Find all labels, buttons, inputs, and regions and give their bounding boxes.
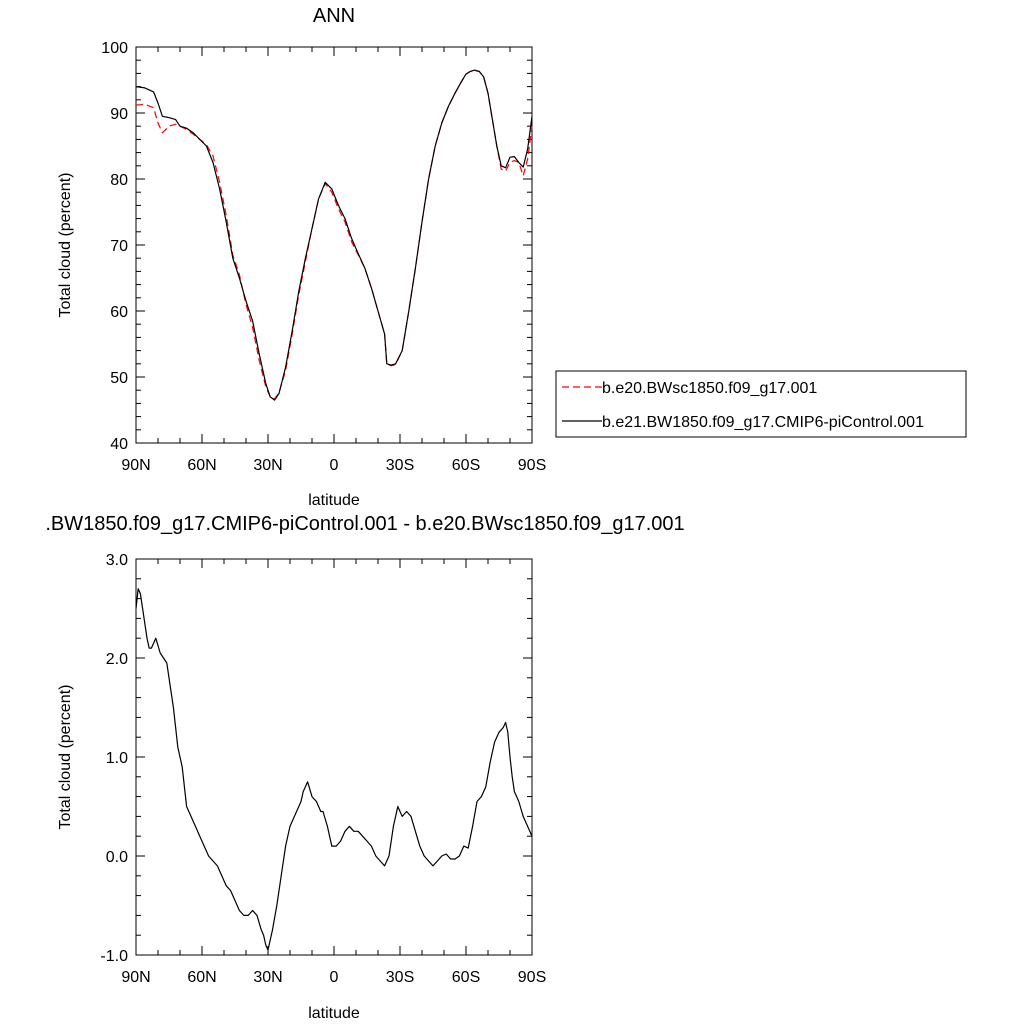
series-line-2: [135, 69, 533, 401]
x-tick-label: 30N: [253, 457, 282, 474]
y-tick-label: 90: [110, 106, 128, 123]
legend-label-1: b.e20.BWsc1850.f09_g17.001: [602, 380, 817, 397]
top-chart-title: ANN: [313, 5, 355, 27]
y-tick-label: 100: [101, 40, 128, 57]
y-tick-label: 40: [110, 436, 128, 453]
top-chart: ANN 90N 60N 30N 0 30S 60S 90S 40 50 60 70 80 90 100 l…: [57, 5, 967, 509]
x-tick-label: 30S: [386, 457, 414, 474]
y-tick-label: 50: [110, 370, 128, 387]
x-tick-label: 30N: [253, 969, 282, 986]
bottom-chart-title: .BW1850.f09_g17.CMIP6-piControl.001 - b.…: [45, 513, 684, 535]
top-chart-ticks: 90N 60N 30N 0 30S 60S 90S 40 50 60 70 80 90 100: [101, 40, 546, 474]
top-chart-ylabel: Total cloud (percent): [57, 173, 74, 318]
legend-label-2: b.e21.BW1850.f09_g17.CMIP6-piControl.001: [602, 414, 924, 431]
x-tick-label: 60S: [452, 969, 480, 986]
y-tick-label: 3.0: [106, 552, 128, 569]
x-tick-label: 60S: [452, 457, 480, 474]
y-tick-label: 0.0: [106, 849, 128, 866]
bottom-chart: .BW1850.f09_g17.CMIP6-piControl.001 - b.…: [45, 513, 684, 1022]
x-tick-label: 90S: [518, 457, 546, 474]
x-tick-label: 90N: [121, 457, 150, 474]
x-tick-label: 30S: [386, 969, 414, 986]
y-tick-label: -1.0: [100, 948, 128, 965]
legend-box: [555, 370, 967, 438]
bottom-chart-xlabel: latitude: [308, 1005, 360, 1022]
x-tick-label: 90N: [121, 969, 150, 986]
top-chart-series: [135, 69, 533, 401]
series-line-1: [135, 70, 533, 400]
x-tick-label: 0: [330, 969, 339, 986]
y-tick-label: 60: [110, 304, 128, 321]
x-tick-label: 0: [330, 457, 339, 474]
y-tick-label: 1.0: [106, 750, 128, 767]
bottom-chart-ylabel: Total cloud (percent): [57, 685, 74, 830]
y-tick-label: 2.0: [106, 651, 128, 668]
bottom-chart-ticks: 90N 60N 30N 0 30S 60S 90S -1.0 0.0 1.0 2.0 3.0: [100, 552, 546, 986]
x-tick-label: 90S: [518, 969, 546, 986]
top-chart-frame: [135, 46, 533, 444]
bottom-chart-frame: [135, 558, 533, 956]
series-line-1: [135, 588, 533, 951]
x-tick-label: 60N: [187, 457, 216, 474]
x-tick-label: 60N: [187, 969, 216, 986]
top-chart-xlabel: latitude: [308, 492, 360, 509]
top-chart-legend: b.e20.BWsc1850.f09_g17.001 b.e21.BW1850.…: [555, 370, 967, 438]
bottom-chart-series: [135, 588, 533, 951]
y-tick-label: 80: [110, 172, 128, 189]
y-tick-label: 70: [110, 238, 128, 255]
